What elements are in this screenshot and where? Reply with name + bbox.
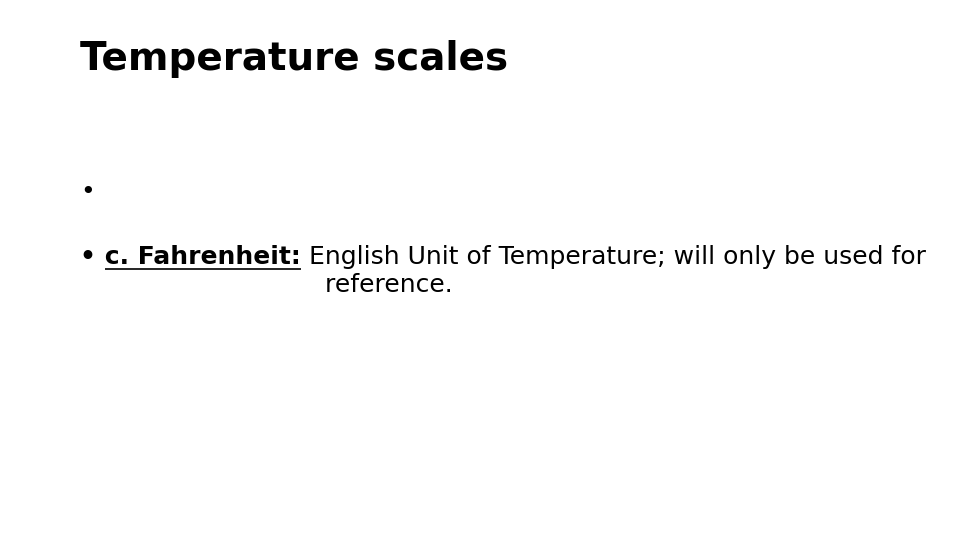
Text: •: • — [80, 180, 95, 204]
Text: Temperature scales: Temperature scales — [80, 40, 508, 78]
Text: English Unit of Temperature; will only be used for
   reference.: English Unit of Temperature; will only b… — [300, 245, 925, 297]
Text: • c. Fahrenheit:: • c. Fahrenheit: — [80, 245, 300, 269]
